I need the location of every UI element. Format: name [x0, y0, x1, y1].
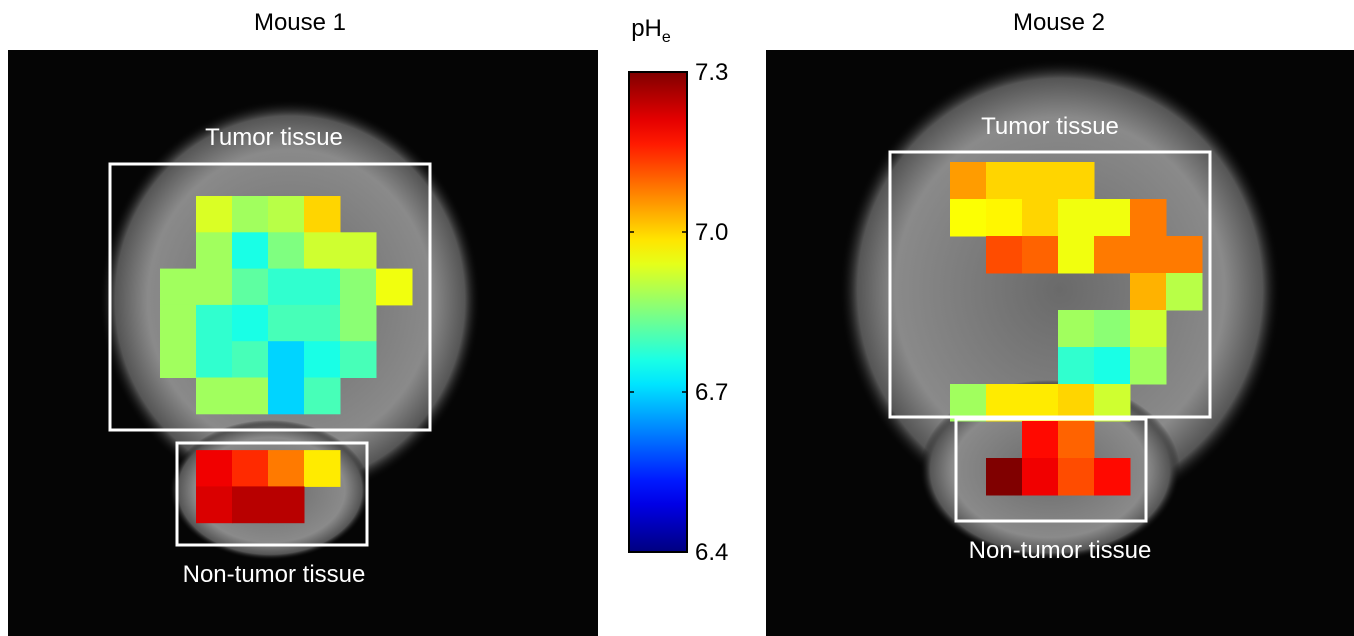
annotation: Tumor tissue: [981, 113, 1119, 140]
heatmap-cell: [1058, 162, 1095, 200]
heatmap-cell: [268, 305, 305, 342]
colorbar: [629, 72, 687, 552]
heatmap-cell: [1130, 236, 1167, 274]
heatmap-cell: [1058, 421, 1095, 459]
annotation: Non-tumor tissue: [969, 537, 1152, 564]
heatmap-cell: [268, 196, 305, 233]
heatmap-cell: [304, 269, 341, 306]
heatmap-cell: [1166, 236, 1203, 274]
heatmap-cell: [232, 341, 269, 378]
annotation: Non-tumor tissue: [183, 561, 366, 588]
heatmap-cell: [160, 305, 197, 342]
heatmap-cell: [232, 450, 269, 487]
heatmap-cell: [160, 269, 197, 306]
heatmap-cell: [1130, 273, 1167, 311]
heatmap-cell: [1058, 199, 1095, 237]
heatmap-cell: [196, 378, 233, 415]
colorbar-label: pHe: [631, 15, 671, 46]
heatmap-cell: [232, 232, 269, 269]
heatmap-cell: [1130, 199, 1167, 237]
heatmap-cell: [986, 236, 1023, 274]
heatmap-cell: [1094, 199, 1131, 237]
heatmap-cell: [304, 378, 341, 415]
colorbar-tick-label: 7.3: [695, 59, 728, 86]
heatmap-cell: [196, 450, 233, 487]
heatmap-cell: [304, 341, 341, 378]
annotation: Tumor tissue: [205, 124, 343, 151]
heatmap-cell: [1022, 458, 1059, 496]
heatmap-cell: [340, 341, 377, 378]
figure: pHe 6.4 6.7 7.0 7.3 Mouse 1 Tumor tissue Non-t…: [0, 0, 1354, 636]
heatmap-cell: [1058, 236, 1095, 274]
heatmap-cell: [950, 162, 987, 200]
panel-title: Mouse 2: [1013, 9, 1105, 36]
heatmap-cell: [1022, 199, 1059, 237]
heatmap-cell: [1094, 236, 1131, 274]
heatmap-cell: [376, 269, 413, 306]
heatmap-cell: [986, 199, 1023, 237]
heatmap-cell: [340, 269, 377, 306]
heatmap-cell: [1058, 347, 1095, 385]
heatmap-cell: [1130, 347, 1167, 385]
heatmap-cell: [268, 341, 305, 378]
heatmap-cell: [196, 341, 233, 378]
heatmap-cell: [196, 486, 233, 523]
heatmap-cell: [1058, 458, 1095, 496]
heatmap-cell: [232, 269, 269, 306]
heatmap-cell: [986, 458, 1023, 496]
heatmap-cell: [268, 269, 305, 306]
heatmap-cell: [196, 196, 233, 233]
heatmap-cell: [340, 305, 377, 342]
heatmap-cell: [232, 196, 269, 233]
colorbar-tick-label: 7.0: [695, 219, 728, 246]
panel-title: Mouse 1: [254, 9, 346, 36]
heatmap-cell: [232, 378, 269, 415]
heatmap-cell: [1022, 162, 1059, 200]
heatmap-cell: [1094, 347, 1131, 385]
heatmap-cell: [304, 450, 341, 487]
heatmap-cell: [268, 450, 305, 487]
heatmap-cell: [160, 341, 197, 378]
heatmap-cell: [304, 196, 341, 233]
heatmap-cell: [986, 162, 1023, 200]
colorbar-tick-label: 6.4: [695, 539, 728, 566]
heatmap-cell: [340, 232, 377, 269]
heatmap-cell: [268, 232, 305, 269]
heatmap-cell: [232, 305, 269, 342]
colorbar-tick-label: 6.7: [695, 379, 728, 406]
heatmap-cell: [196, 232, 233, 269]
heatmap-cell: [196, 305, 233, 342]
heatmap-cell: [1094, 458, 1131, 496]
heatmap-cell: [196, 269, 233, 306]
heatmap-cell: [1022, 236, 1059, 274]
heatmap-cell: [1130, 310, 1167, 348]
heatmap-cell: [268, 378, 305, 415]
heatmap-cell: [232, 486, 269, 523]
heatmap-cell: [950, 199, 987, 237]
heatmap-cell: [304, 232, 341, 269]
heatmap-cell: [1058, 310, 1095, 348]
heatmap-cell: [1022, 421, 1059, 459]
heatmap-cell: [268, 486, 305, 523]
heatmap-cell: [304, 305, 341, 342]
heatmap-cell: [1166, 273, 1203, 311]
heatmap-cell: [1094, 310, 1131, 348]
